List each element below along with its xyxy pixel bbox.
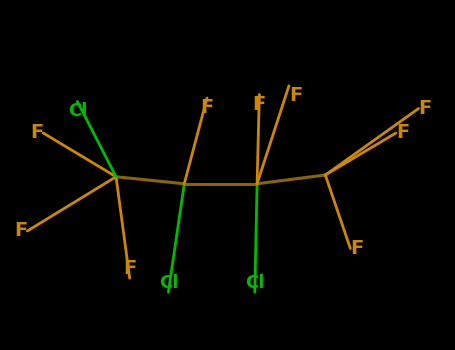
Text: Cl: Cl (159, 274, 178, 292)
Text: F: F (289, 86, 302, 105)
Text: F: F (200, 98, 214, 117)
Text: F: F (396, 124, 409, 142)
Text: F: F (419, 99, 432, 118)
Text: F: F (253, 94, 266, 113)
Text: Cl: Cl (245, 274, 264, 292)
Text: F: F (14, 222, 27, 240)
Text: Cl: Cl (68, 102, 87, 119)
Text: F: F (30, 124, 43, 142)
Text: F: F (123, 259, 136, 278)
Text: F: F (350, 239, 364, 258)
